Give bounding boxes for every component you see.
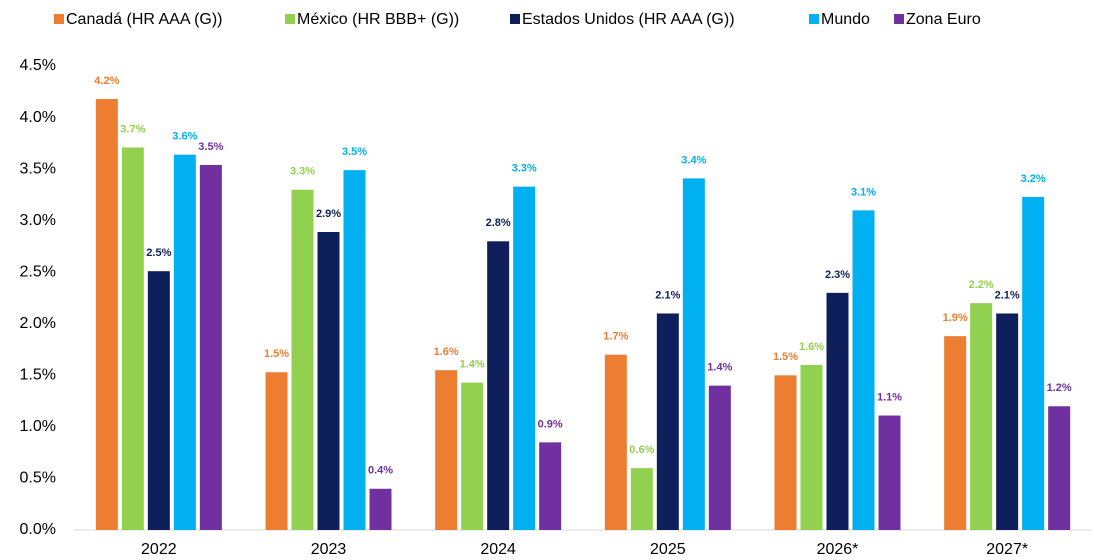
x-tick-label: 2023 (311, 541, 347, 558)
value-label: 3.4% (681, 154, 706, 166)
value-label: 2.5% (146, 247, 171, 259)
bar (147, 271, 170, 530)
y-tick-label: 3.5% (20, 160, 56, 177)
y-tick-label: 2.5% (20, 263, 56, 280)
value-label: 1.6% (799, 341, 824, 353)
y-tick-label: 0.5% (20, 470, 56, 487)
bar (121, 147, 144, 531)
bar (369, 488, 392, 530)
value-label: 4.2% (94, 75, 119, 87)
bar (317, 232, 340, 530)
bar (630, 468, 653, 530)
value-label: 3.2% (1021, 173, 1046, 185)
value-label: 2.3% (825, 269, 850, 281)
bar (487, 241, 510, 531)
bar (970, 303, 993, 530)
value-label: 1.4% (707, 362, 732, 374)
y-tick-label: 1.5% (20, 367, 56, 384)
legend-swatch (510, 14, 520, 24)
bar (826, 292, 849, 530)
y-tick-label: 3.0% (20, 212, 56, 229)
bar (173, 154, 196, 531)
legend-label: Estados Unidos (HR AAA (G)) (522, 11, 735, 28)
bar (708, 385, 731, 530)
value-label: 2.2% (969, 279, 994, 291)
x-tick-label: 2027* (986, 541, 1028, 558)
x-tick-label: 2024 (480, 541, 516, 558)
value-label: 2.1% (655, 289, 680, 301)
value-label: 2.9% (316, 208, 341, 220)
value-label: 3.3% (512, 163, 537, 175)
value-label: 3.3% (290, 166, 315, 178)
value-label: 1.5% (264, 348, 289, 360)
bar (800, 365, 823, 530)
value-label: 1.6% (434, 346, 459, 358)
y-tick-label: 0.0% (20, 521, 56, 538)
bar (878, 415, 901, 530)
value-label: 0.4% (368, 465, 393, 477)
bar (656, 313, 679, 530)
bar (944, 336, 967, 530)
bar (774, 375, 797, 530)
legend-swatch (894, 14, 904, 24)
y-tick-label: 2.0% (20, 315, 56, 332)
legend-swatch (809, 14, 819, 24)
value-label: 0.6% (629, 444, 654, 456)
y-tick-label: 1.0% (20, 418, 56, 435)
bar (513, 186, 536, 530)
x-tick-label: 2022 (141, 541, 177, 558)
bar (461, 382, 484, 530)
legend-label: Mundo (821, 11, 870, 28)
bar (852, 210, 875, 530)
bar (1022, 196, 1045, 530)
legend-label: Canadá (HR AAA (G)) (66, 11, 223, 28)
bar (435, 370, 458, 530)
value-label: 1.7% (603, 331, 628, 343)
value-label: 1.5% (773, 351, 798, 363)
legend-label: Zona Euro (906, 11, 981, 28)
bar (265, 372, 288, 530)
y-tick-label: 4.5% (20, 57, 56, 74)
value-label: 1.9% (943, 312, 968, 324)
value-label: 3.6% (172, 131, 197, 143)
legend-swatch (285, 14, 295, 24)
value-label: 3.5% (342, 146, 367, 158)
value-label: 3.5% (198, 141, 223, 153)
bar (95, 98, 118, 531)
legend-label: México (HR BBB+ (G)) (297, 11, 459, 28)
bar (343, 170, 366, 531)
bar (682, 178, 705, 530)
bar (604, 354, 627, 530)
value-label: 0.9% (538, 418, 563, 430)
value-label: 2.1% (995, 289, 1020, 301)
bar (291, 189, 314, 530)
value-label: 1.2% (1047, 382, 1072, 394)
legend-swatch (54, 14, 64, 24)
value-label: 1.1% (877, 391, 902, 403)
bar (1048, 406, 1071, 530)
bar (539, 442, 562, 530)
value-label: 2.8% (486, 217, 511, 229)
value-label: 3.7% (120, 123, 145, 135)
bar (996, 313, 1019, 530)
x-tick-label: 2025 (650, 541, 686, 558)
value-label: 3.1% (851, 186, 876, 198)
bar (199, 164, 222, 530)
x-tick-label: 2026* (817, 541, 859, 558)
value-label: 1.4% (460, 358, 485, 370)
y-tick-label: 4.0% (20, 109, 56, 126)
